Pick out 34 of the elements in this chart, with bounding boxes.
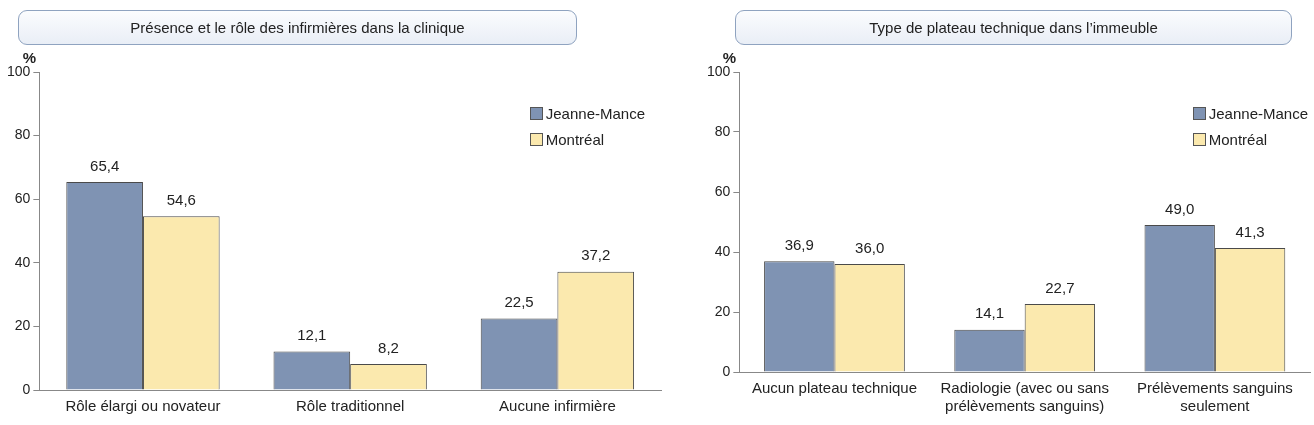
x-tick-label: Aucun plateau technique bbox=[751, 379, 918, 397]
x-tick-label: Aucune infirmière bbox=[499, 397, 616, 415]
legend-label: Montréal bbox=[1208, 130, 1268, 148]
y-tick-label: 20 bbox=[14, 317, 31, 334]
data-label: 36,9 bbox=[784, 235, 814, 253]
data-label: 41,3 bbox=[1235, 222, 1265, 240]
y-tick-label: 0 bbox=[22, 380, 31, 397]
x-tick-label: Prélèvements sanguins seulement bbox=[1136, 379, 1293, 415]
data-label: 36,0 bbox=[855, 238, 885, 256]
data-label: 54,6 bbox=[166, 191, 196, 209]
y-tick-label: 0 bbox=[722, 362, 731, 379]
y-tick-label: 80 bbox=[714, 122, 731, 139]
y-tick-label: 60 bbox=[714, 182, 731, 199]
data-label: 12,1 bbox=[297, 326, 327, 344]
y-tick-label: 40 bbox=[714, 242, 731, 259]
x-tick-label: Rôle traditionnel bbox=[295, 397, 405, 415]
x-tick-label: Radiologie (avec ou sans prélèvements sanguins) bbox=[940, 379, 1109, 415]
y-tick-label: 40 bbox=[14, 253, 31, 270]
data-label: 8,2 bbox=[378, 338, 399, 356]
data-label: 65,4 bbox=[90, 156, 120, 174]
x-tick-label: Rôle élargi ou novateur bbox=[65, 397, 221, 415]
legend-label: Montréal bbox=[545, 130, 605, 148]
data-label: 49,0 bbox=[1165, 199, 1195, 217]
y-tick-label: 80 bbox=[14, 126, 31, 143]
data-label: 14,1 bbox=[974, 304, 1005, 322]
data-label: 22,7 bbox=[1045, 278, 1075, 296]
legend-label: Jeanne-Mance bbox=[1208, 104, 1308, 122]
data-label: 37,2 bbox=[581, 246, 611, 264]
y-tick-label: 60 bbox=[14, 190, 31, 207]
chart-title: Présence et le rôle des infirmières dans la clinique bbox=[18, 10, 577, 45]
data-label: 22,5 bbox=[504, 293, 534, 311]
y-tick-label: 20 bbox=[714, 302, 731, 319]
legend-label: Jeanne-Mance bbox=[545, 104, 645, 122]
chart-title: Type de plateau technique dans l’immeuble bbox=[735, 10, 1292, 45]
